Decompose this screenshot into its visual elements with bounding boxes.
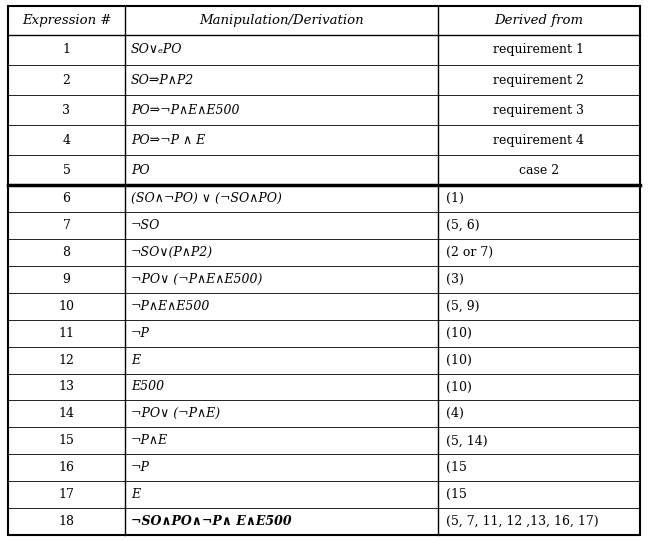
- Text: E500: E500: [131, 380, 164, 393]
- Text: 5: 5: [62, 163, 71, 176]
- Text: PO⇒¬P ∧ E: PO⇒¬P ∧ E: [131, 134, 205, 147]
- Text: 3: 3: [62, 103, 71, 116]
- Text: E: E: [131, 354, 140, 367]
- Text: SO⇒P∧P2: SO⇒P∧P2: [131, 74, 194, 87]
- Text: SO∨ₑPO: SO∨ₑPO: [131, 43, 183, 56]
- Text: ¬PO∨ (¬P∧E): ¬PO∨ (¬P∧E): [131, 407, 220, 420]
- Text: 12: 12: [58, 354, 75, 367]
- Text: 18: 18: [58, 515, 75, 528]
- Text: ¬P∧E∧E500: ¬P∧E∧E500: [131, 300, 211, 313]
- Text: Derived from: Derived from: [494, 14, 583, 27]
- Text: ¬P: ¬P: [131, 327, 150, 340]
- Text: 4: 4: [62, 134, 71, 147]
- Text: (3): (3): [446, 273, 463, 286]
- Text: 7: 7: [62, 219, 71, 232]
- Text: 1: 1: [62, 43, 71, 56]
- Text: (5, 14): (5, 14): [446, 434, 487, 447]
- Text: (15: (15: [446, 488, 467, 501]
- Text: requirement 2: requirement 2: [493, 74, 584, 87]
- Text: Expression #: Expression #: [22, 14, 111, 27]
- Text: 14: 14: [58, 407, 75, 420]
- Text: 17: 17: [58, 488, 75, 501]
- Text: Manipulation/Derivation: Manipulation/Derivation: [199, 14, 364, 27]
- Text: (10): (10): [446, 380, 472, 393]
- Text: 8: 8: [62, 246, 71, 259]
- Text: requirement 1: requirement 1: [493, 43, 584, 56]
- Text: ¬P: ¬P: [131, 461, 150, 474]
- Text: ¬SO∨(P∧P2): ¬SO∨(P∧P2): [131, 246, 213, 259]
- Text: ¬P∧E: ¬P∧E: [131, 434, 168, 447]
- Text: (5, 7, 11, 12 ,13, 16, 17): (5, 7, 11, 12 ,13, 16, 17): [446, 515, 598, 528]
- Text: ¬SO: ¬SO: [131, 219, 160, 232]
- Text: 13: 13: [58, 380, 75, 393]
- Text: (1): (1): [446, 192, 463, 205]
- Text: (5, 9): (5, 9): [446, 300, 480, 313]
- Text: 16: 16: [58, 461, 75, 474]
- Text: (5, 6): (5, 6): [446, 219, 480, 232]
- Text: 6: 6: [62, 192, 71, 205]
- Text: 15: 15: [58, 434, 75, 447]
- Text: (4): (4): [446, 407, 463, 420]
- Text: (SO∧¬PO) ∨ (¬SO∧PO): (SO∧¬PO) ∨ (¬SO∧PO): [131, 192, 282, 205]
- Text: PO: PO: [131, 163, 150, 176]
- Text: case 2: case 2: [519, 163, 559, 176]
- Text: (10): (10): [446, 327, 472, 340]
- Text: requirement 4: requirement 4: [493, 134, 584, 147]
- Text: ¬SO∧PO∧¬P∧ E∧E500: ¬SO∧PO∧¬P∧ E∧E500: [131, 515, 292, 528]
- Text: 10: 10: [58, 300, 75, 313]
- Text: requirement 3: requirement 3: [493, 103, 584, 116]
- Text: PO⇒¬P∧E∧E500: PO⇒¬P∧E∧E500: [131, 103, 239, 116]
- Text: 2: 2: [62, 74, 71, 87]
- Text: (15: (15: [446, 461, 467, 474]
- Text: E: E: [131, 488, 140, 501]
- Text: (10): (10): [446, 354, 472, 367]
- Text: 11: 11: [58, 327, 75, 340]
- Text: ¬PO∨ (¬P∧E∧E500): ¬PO∨ (¬P∧E∧E500): [131, 273, 262, 286]
- Text: 9: 9: [62, 273, 71, 286]
- Text: (2 or 7): (2 or 7): [446, 246, 493, 259]
